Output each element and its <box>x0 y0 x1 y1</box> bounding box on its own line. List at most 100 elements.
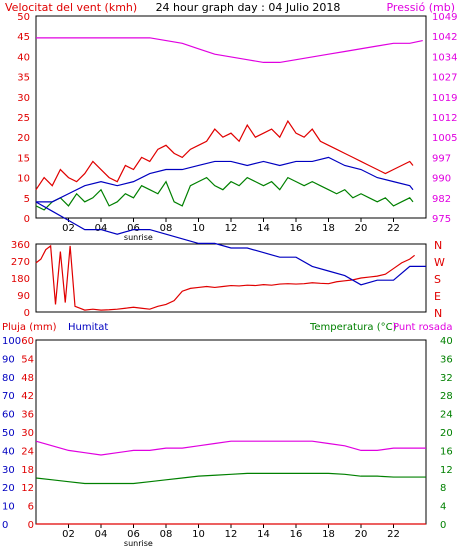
direction-compass-label: N <box>434 307 442 320</box>
humidity-y-tick-label: 20 <box>2 483 15 494</box>
temperature-y-tick-label: 20 <box>440 428 453 439</box>
rain-y-tick-label: 60 <box>21 336 34 347</box>
x-tick-label: 16 <box>290 529 303 540</box>
direction-y-tick-label: 0 <box>24 308 30 319</box>
wind-y-tick-label: 5 <box>24 194 30 205</box>
pressure-y-tick-label: 990 <box>432 174 451 185</box>
pressure-y-tick-label: 982 <box>432 194 451 205</box>
humidity-y-tick-label: 40 <box>2 446 15 457</box>
wind-series-line-2 <box>36 156 414 203</box>
rain-y-tick-label: 36 <box>21 410 34 421</box>
header-left-title: Velocitat del vent (kmh) <box>5 1 137 14</box>
direction-compass-label: N <box>434 239 442 252</box>
x-tick-label: 04 <box>95 529 108 540</box>
legend-item-2: Temperatura (°C) <box>309 322 397 333</box>
x-tick-label: 14 <box>257 223 270 234</box>
humidity-y-tick-label: 50 <box>2 428 15 439</box>
wind-y-tick-label: 15 <box>17 153 30 164</box>
temperature-y-tick-label: 40 <box>440 336 453 347</box>
temperature-y-tick-label: 8 <box>440 483 446 494</box>
temperature-y-tick-label: 12 <box>440 465 453 476</box>
rain-y-tick-label: 54 <box>21 354 34 365</box>
x-tick-label: 08 <box>160 529 173 540</box>
x-tick-label: 16 <box>290 223 303 234</box>
rain-y-tick-label: 30 <box>21 428 34 439</box>
rain-y-tick-label: 18 <box>21 465 34 476</box>
temperature-y-tick-label: 16 <box>440 446 453 457</box>
humidity-y-tick-label: 10 <box>2 502 15 513</box>
pressure-y-tick-label: 1012 <box>432 113 457 124</box>
legend-item-1: Humitat <box>68 322 108 333</box>
direction-y-tick-label: 90 <box>17 291 30 302</box>
x-tick-label: 22 <box>387 223 400 234</box>
wind-y-tick-label: 10 <box>17 174 30 185</box>
x-tick-label: 18 <box>322 223 335 234</box>
direction-y-tick-label: 180 <box>11 274 30 285</box>
wind-y-tick-label: 45 <box>17 32 30 43</box>
humidity-series-line-3 <box>35 440 426 456</box>
temperature-y-tick-label: 4 <box>440 502 446 513</box>
direction-compass-label: E <box>434 290 441 303</box>
wind-series-line-3 <box>36 37 423 64</box>
x-tick-label: 04 <box>95 223 108 234</box>
pressure-y-tick-label: 997 <box>432 153 451 164</box>
panel-frame-3 <box>35 339 427 525</box>
humidity-y-tick-label: 0 <box>2 520 8 531</box>
wind-y-tick-label: 40 <box>17 52 30 63</box>
wind-y-tick-label: 50 <box>17 12 30 23</box>
x-tick-label: 20 <box>355 529 368 540</box>
pressure-y-tick-label: 1027 <box>432 73 457 84</box>
wind-y-tick-label: 35 <box>17 73 30 84</box>
x-tick-label: 02 <box>62 223 75 234</box>
humidity-series-line-2 <box>35 201 426 286</box>
rain-y-tick-label: 6 <box>28 502 34 513</box>
x-tick-label: 12 <box>225 223 238 234</box>
pressure-y-tick-label: 1034 <box>432 52 457 63</box>
x-tick-label: 10 <box>192 223 205 234</box>
direction-series-line-0 <box>35 244 415 311</box>
x-tick-label: 08 <box>160 223 173 234</box>
header-center-title: 24 hour graph day : 04 Julio 2018 <box>156 1 341 14</box>
humidity-y-tick-label: 30 <box>2 465 15 476</box>
wind-y-tick-label: 30 <box>17 93 30 104</box>
wind-y-tick-label: 20 <box>17 133 30 144</box>
direction-y-tick-label: 270 <box>11 257 30 268</box>
temperature-y-tick-label: 24 <box>440 410 453 421</box>
sunrise-label: sunrise <box>124 539 153 548</box>
humidity-y-tick-label: 90 <box>2 354 15 365</box>
panel-frame-2 <box>35 243 427 313</box>
pressure-y-tick-label: 1049 <box>432 12 457 23</box>
rain-y-tick-label: 12 <box>21 483 34 494</box>
humidity-y-tick-label: 80 <box>2 373 15 384</box>
pressure-y-tick-label: 975 <box>432 214 451 225</box>
temperature-y-tick-label: 0 <box>440 520 446 531</box>
x-tick-label: 02 <box>62 529 75 540</box>
rain-y-tick-label: 48 <box>21 373 34 384</box>
wind-y-tick-label: 0 <box>24 214 30 225</box>
humidity-y-tick-label: 70 <box>2 391 15 402</box>
x-tick-label: 12 <box>225 529 238 540</box>
humidity-series-line-1 <box>35 472 426 485</box>
pressure-y-tick-label: 1042 <box>432 32 457 43</box>
x-tick-label: 22 <box>387 529 400 540</box>
rain-y-tick-label: 0 <box>28 520 34 531</box>
x-tick-label: 06 <box>127 529 140 540</box>
temperature-y-tick-label: 36 <box>440 354 453 365</box>
rain-y-tick-label: 24 <box>21 446 34 457</box>
wind-y-tick-label: 25 <box>17 113 30 124</box>
x-tick-label: 14 <box>257 529 270 540</box>
temperature-y-tick-label: 32 <box>440 373 453 384</box>
direction-y-tick-label: 360 <box>11 240 30 251</box>
humidity-y-tick-label: 60 <box>2 410 15 421</box>
x-tick-label: 18 <box>322 529 335 540</box>
temperature-y-tick-label: 28 <box>440 391 453 402</box>
direction-compass-label: W <box>434 256 445 269</box>
x-tick-label: 10 <box>192 529 205 540</box>
legend-item-0: Pluja (mm) <box>2 322 57 333</box>
direction-compass-label: S <box>434 273 441 286</box>
humidity-y-tick-label: 100 <box>2 336 21 347</box>
rain-y-tick-label: 42 <box>21 391 34 402</box>
x-tick-label: 20 <box>355 223 368 234</box>
